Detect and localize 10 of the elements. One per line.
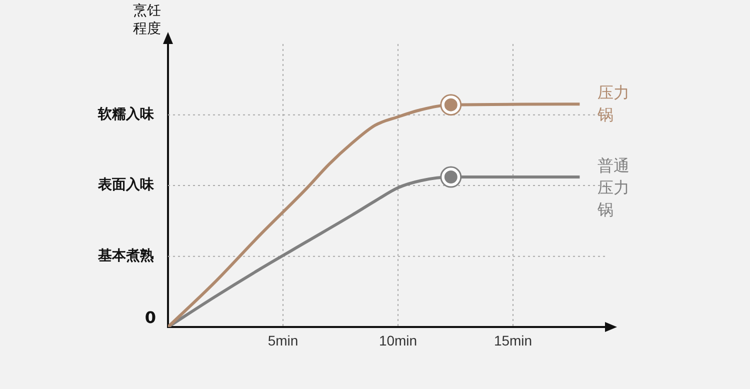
ref-line-label: 表面入味 — [97, 177, 155, 194]
ref-line-label: 基本煮熟 — [97, 247, 154, 264]
x-tick-label: 15min — [494, 332, 532, 348]
annotation: 0 — [144, 308, 156, 328]
y-axis-title: 烹饪程度 — [132, 2, 162, 38]
series-label: 普通压力锅 — [598, 155, 631, 222]
x-tick-label: 10min — [378, 332, 418, 348]
series-label: 压力锅 — [598, 82, 631, 126]
ref-line-label: 软糯入味 — [97, 106, 155, 122]
x-tick-label: 5min — [268, 332, 298, 348]
